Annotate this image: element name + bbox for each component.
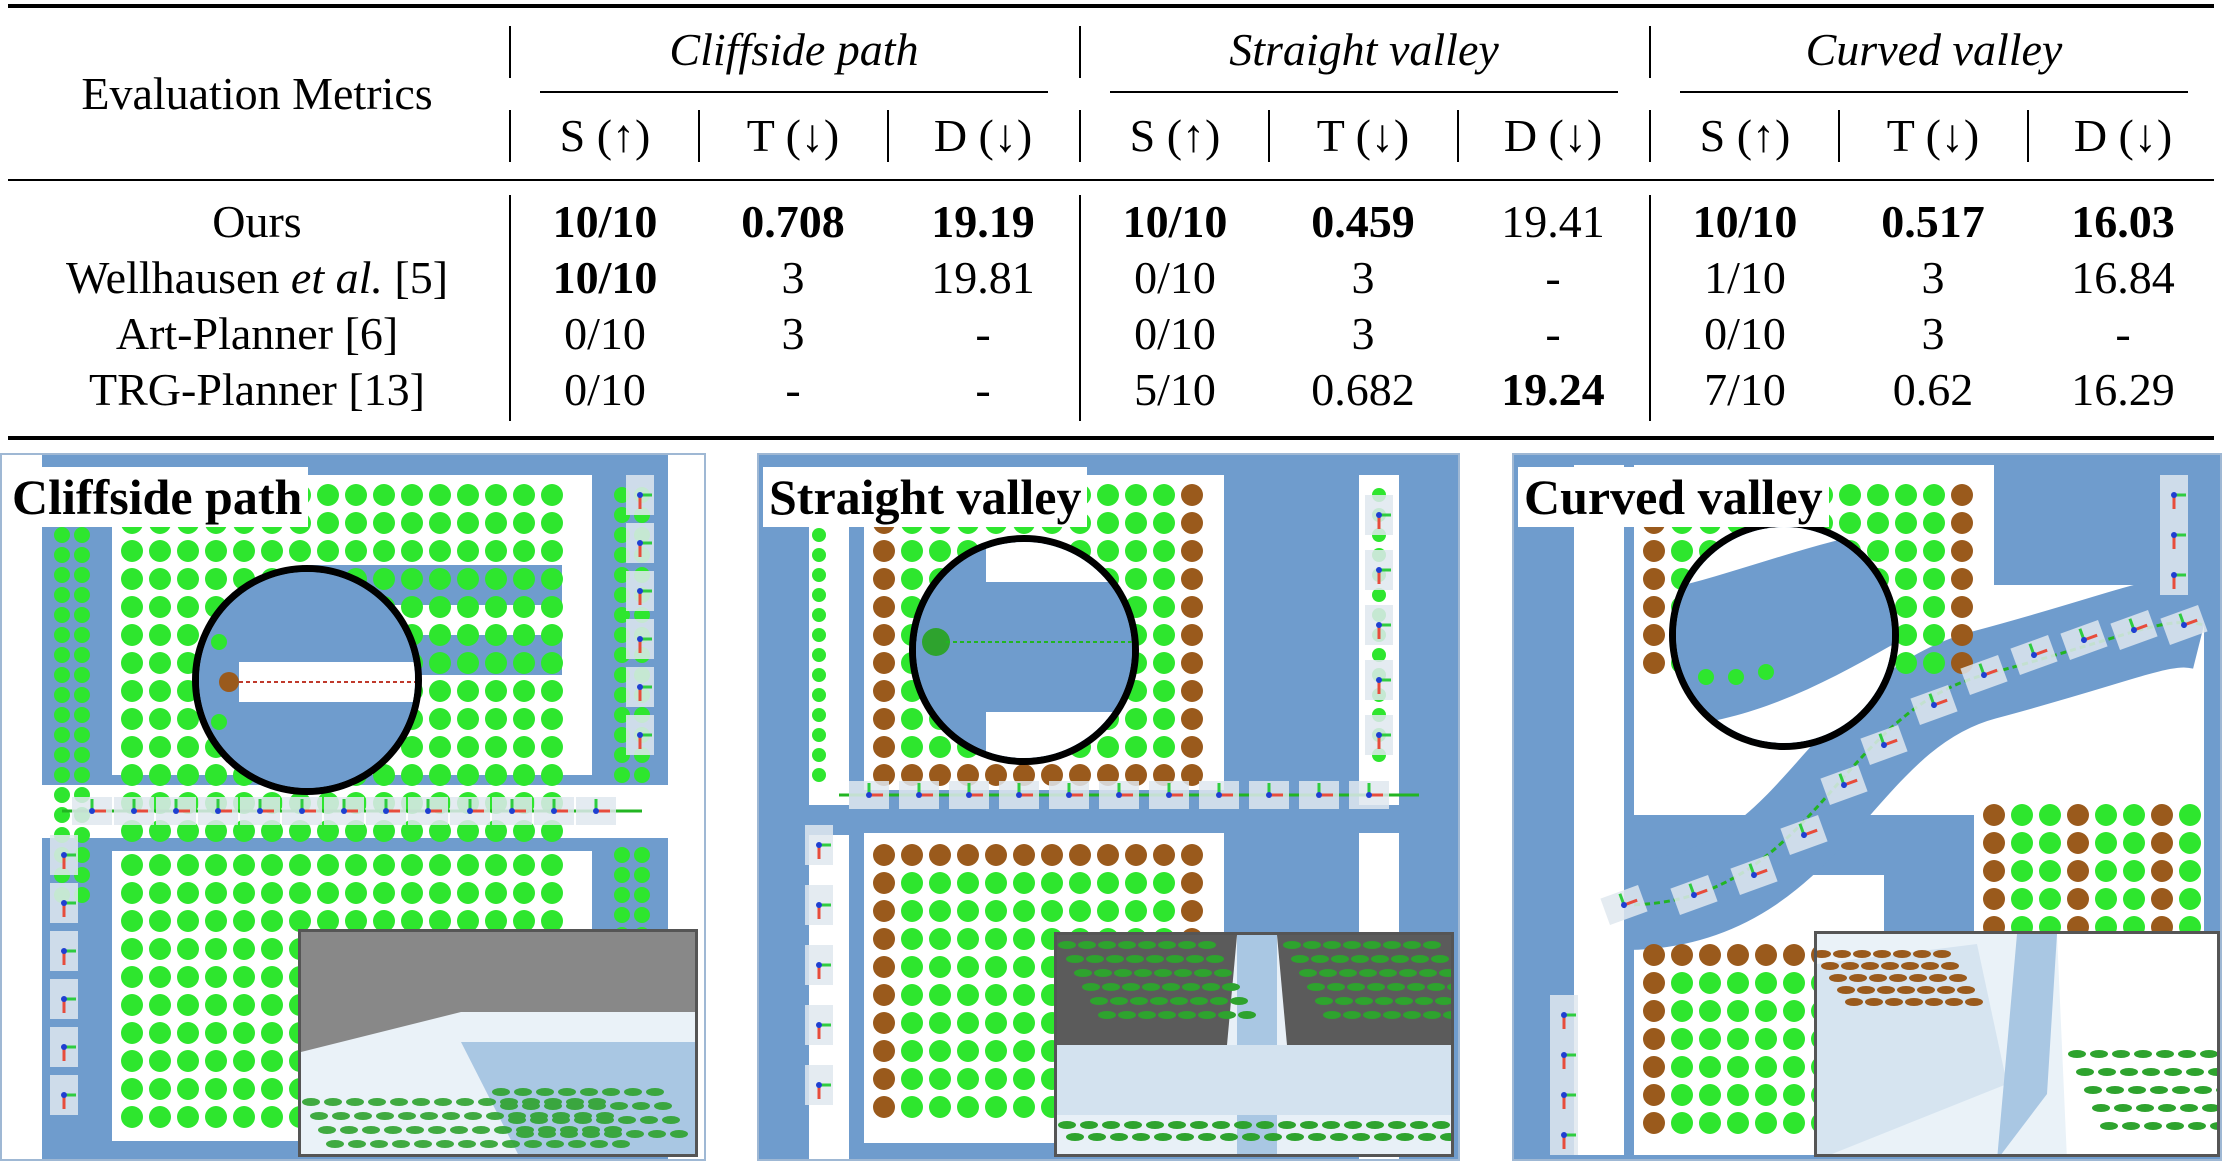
table-cell: 1/10 xyxy=(1704,252,1786,303)
zoom-content xyxy=(916,542,1132,758)
3d-view xyxy=(1057,935,1451,1154)
panel-label: Straight valley xyxy=(763,467,1088,527)
method-name: Ours xyxy=(212,196,302,247)
group-header-cliffside: Cliffside path xyxy=(669,24,919,75)
table-cell: 10/10 xyxy=(1692,196,1798,247)
header-vsep xyxy=(509,26,511,78)
method-name: Art-Planner [6] xyxy=(115,308,399,359)
table-top-rule xyxy=(8,4,2214,8)
method-name-text: Wellhausen xyxy=(65,252,291,303)
table-cell: - xyxy=(1545,252,1561,303)
table-cell: 0.682 xyxy=(1311,364,1415,415)
header-vsep xyxy=(1079,26,1081,78)
table-mid-rule xyxy=(8,179,2214,181)
zoom-lens xyxy=(1669,520,1899,750)
panel-straight: Straight valley xyxy=(757,453,1460,1161)
subheader: S (↑) xyxy=(1699,110,1791,161)
table-cell: 19.41 xyxy=(1501,196,1605,247)
table-cell: 5/10 xyxy=(1134,364,1216,415)
3d-view xyxy=(1817,934,2217,1154)
subheader: T (↓) xyxy=(1886,110,1980,161)
table-cell: 19.24 xyxy=(1501,364,1605,415)
table-cell: 10/10 xyxy=(552,252,658,303)
panel-cliffside: Cliffside path xyxy=(0,453,706,1161)
table-cell: 0.708 xyxy=(741,196,845,247)
body-vsep xyxy=(509,195,511,421)
group-underline-cliffside xyxy=(540,91,1048,93)
group-underline-curved xyxy=(1680,91,2188,93)
group-header-straight: Straight valley xyxy=(1229,24,1499,75)
header-vsep xyxy=(509,110,511,162)
group-header-curved: Curved valley xyxy=(1805,24,2063,75)
table-cell: 0.459 xyxy=(1311,196,1415,247)
table-cell: 16.29 xyxy=(2071,364,2175,415)
table-cell: 0/10 xyxy=(1134,252,1216,303)
zoom-lens xyxy=(192,565,422,795)
table-cell: 19.81 xyxy=(931,252,1035,303)
3d-view-inset xyxy=(298,929,698,1157)
table-cell: - xyxy=(785,364,801,415)
subheader: S (↑) xyxy=(1129,110,1221,161)
table-cell: 10/10 xyxy=(1122,196,1228,247)
table-cell: 10/10 xyxy=(552,196,658,247)
table-bottom-rule xyxy=(8,436,2214,440)
subheader: T (↓) xyxy=(746,110,840,161)
table-cell: 16.03 xyxy=(2071,196,2175,247)
table-cell: 3 xyxy=(1351,252,1375,303)
method-name: Wellhausen et al. [5] xyxy=(10,250,504,306)
subheader: D (↓) xyxy=(2073,110,2173,161)
header-vsep xyxy=(1838,110,1840,162)
subheader: T (↓) xyxy=(1316,110,1410,161)
corner-header: Evaluation Metrics xyxy=(81,68,433,119)
3d-view-inset xyxy=(1814,931,2220,1157)
table-cell: 0/10 xyxy=(564,364,646,415)
table-cell: - xyxy=(1545,308,1561,359)
header-vsep xyxy=(1649,26,1651,78)
body-vsep xyxy=(1649,195,1651,421)
table-cell: 3 xyxy=(1921,308,1945,359)
table-cell: 0/10 xyxy=(1134,308,1216,359)
table-cell: - xyxy=(975,308,991,359)
3d-view xyxy=(301,932,695,1154)
method-name-ref: [5] xyxy=(382,252,449,303)
zoom-content xyxy=(199,572,415,788)
table-cell: 16.84 xyxy=(2071,252,2175,303)
panel-curved: Curved valley xyxy=(1512,453,2222,1161)
table-cell: 7/10 xyxy=(1704,364,1786,415)
zoom-content xyxy=(1676,527,1892,743)
table-cell: 0/10 xyxy=(1704,308,1786,359)
header-vsep xyxy=(698,110,700,162)
header-vsep xyxy=(2027,110,2029,162)
header-vsep xyxy=(1457,110,1459,162)
header-vsep xyxy=(887,110,889,162)
table-cell: 3 xyxy=(781,252,805,303)
table-cell: 0/10 xyxy=(564,308,646,359)
table-cell: 3 xyxy=(1921,252,1945,303)
panel-label: Cliffside path xyxy=(6,467,309,527)
table-cell: - xyxy=(2115,308,2131,359)
subheader: D (↓) xyxy=(1503,110,1603,161)
panel-label: Curved valley xyxy=(1518,467,1829,527)
table-cell: 3 xyxy=(781,308,805,359)
zoom-lens xyxy=(909,535,1139,765)
table-cell: 19.19 xyxy=(931,196,1035,247)
3d-view-inset xyxy=(1054,932,1454,1157)
table-cell: 0.62 xyxy=(1892,364,1974,415)
table-cell: 3 xyxy=(1351,308,1375,359)
table-cell: 0.517 xyxy=(1881,196,1985,247)
group-underline-straight xyxy=(1110,91,1618,93)
table-cell: - xyxy=(975,364,991,415)
subheader: S (↑) xyxy=(559,110,651,161)
header-vsep xyxy=(1079,110,1081,162)
header-vsep xyxy=(1268,110,1270,162)
subheader: D (↓) xyxy=(933,110,1033,161)
header-vsep xyxy=(1649,110,1651,162)
body-vsep xyxy=(1079,195,1081,421)
method-name: TRG-Planner [13] xyxy=(89,364,425,415)
method-name-em: et al. xyxy=(290,252,383,303)
